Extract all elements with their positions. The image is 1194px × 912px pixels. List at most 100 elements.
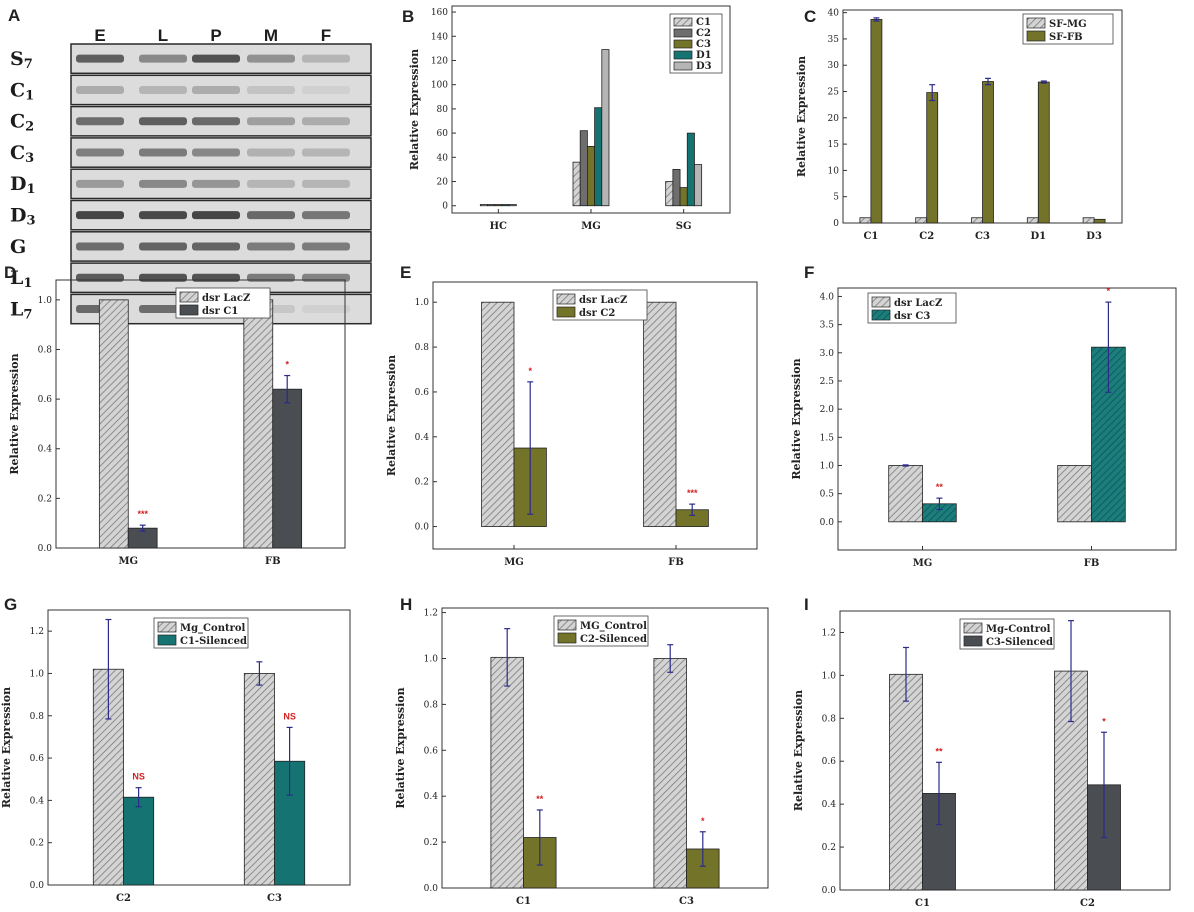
legend-swatch — [179, 304, 199, 316]
y-axis-label: Relative Expression — [385, 355, 398, 476]
gel-band — [302, 148, 350, 157]
x-category-label: C2 — [919, 231, 934, 242]
bar-sf-mg — [859, 217, 872, 224]
x-category-label: FB — [1084, 558, 1100, 569]
bar-c3 — [494, 204, 503, 207]
legend-label: dsr C1 — [202, 306, 238, 317]
bar-d3 — [508, 204, 517, 207]
y-tick-label: 1.2 — [30, 627, 44, 637]
significance-label: ** — [536, 794, 544, 804]
y-tick-label: 80 — [437, 105, 449, 115]
y-tick-label: 0.4 — [30, 796, 45, 806]
legend-label: C2 — [696, 28, 711, 39]
significance-label: * — [1102, 716, 1106, 726]
gel-row-subscript: 1 — [23, 276, 32, 291]
legend-label: C3 — [696, 39, 711, 50]
y-tick-label: 0.8 — [415, 343, 430, 353]
y-tick-label: 0.2 — [424, 838, 438, 848]
x-category-label: C3 — [267, 893, 282, 904]
y-tick-label: 1.0 — [820, 461, 835, 471]
significance-label: NS — [132, 772, 145, 782]
gel-band — [76, 179, 124, 188]
bar-c1 — [479, 204, 488, 207]
x-category-label: C2 — [116, 893, 131, 904]
legend-label: dsr C3 — [894, 311, 930, 322]
bar-mg-control — [653, 658, 687, 889]
y-tick-label: 1.0 — [822, 671, 837, 681]
gel-band — [247, 85, 295, 94]
bar-c3 — [679, 187, 688, 207]
y-tick-label: 0.6 — [424, 746, 439, 756]
y-tick-label: 0.6 — [38, 395, 53, 405]
y-tick-label: 1.2 — [822, 628, 836, 638]
bar-c1 — [572, 161, 581, 207]
y-tick-label: 3.5 — [820, 321, 835, 331]
y-tick-label: 0.0 — [415, 523, 430, 533]
bar-sf-fb — [926, 92, 939, 224]
y-tick-label: 20 — [437, 178, 449, 188]
bar-sf-mg — [1082, 217, 1095, 224]
gel-row-label: D3 — [10, 205, 36, 229]
legend-label: dsr LacZ — [579, 295, 627, 306]
x-category-label: MG — [581, 221, 601, 232]
significance-label: *** — [687, 488, 698, 498]
bar-dsr-c1 — [272, 388, 303, 549]
y-tick-label: 0.8 — [822, 714, 837, 724]
y-tick-label: 0.4 — [38, 445, 53, 455]
significance-label: ** — [935, 746, 943, 756]
y-tick-label: 1.2 — [424, 609, 438, 619]
gel-band — [139, 85, 187, 94]
y-tick-label: 0.6 — [30, 754, 45, 764]
gel-band — [302, 273, 350, 282]
gel-band — [247, 148, 295, 157]
legend-swatch — [557, 632, 577, 644]
panel-h-chart: H 0.0 0.2 0.4 0.6 0.8 1.0 1.2 Relative Expressio… — [394, 595, 769, 907]
legend-box — [175, 287, 271, 319]
legend-swatch — [673, 61, 693, 71]
plot-frame — [47, 609, 351, 886]
gel-band — [192, 242, 240, 251]
panel-g-chart: G 0.0 0.2 0.4 0.6 0.8 1.0 1.2 Relative Expressio… — [0, 595, 351, 904]
y-tick-label: 0.2 — [30, 839, 44, 849]
legend-label: Mg-Control — [986, 624, 1051, 635]
y-tick-label: 40 — [437, 153, 449, 163]
plot-frame — [441, 607, 769, 889]
y-tick-label: 0.8 — [424, 700, 439, 710]
gel-lane-label: F — [321, 26, 331, 45]
panel-letter: G — [4, 595, 17, 614]
y-tick-label: 60 — [437, 129, 449, 139]
bar-d3 — [601, 49, 610, 207]
y-tick-label: 0.6 — [822, 757, 837, 767]
legend-swatch — [871, 309, 891, 321]
panel-letter: I — [804, 595, 809, 614]
bar-c1-silenced — [123, 796, 155, 886]
gel-band — [192, 85, 240, 94]
gel-band — [192, 117, 240, 126]
gel-band — [302, 179, 350, 188]
x-category-label: C1 — [915, 898, 930, 909]
y-tick-label: 2.0 — [820, 405, 835, 415]
legend-label: MG_Control — [580, 621, 647, 632]
legend-label: C1 — [696, 17, 711, 28]
gel-band — [192, 54, 240, 63]
gel-band — [247, 54, 295, 63]
significance-label: * — [701, 816, 705, 826]
y-tick-label: 0.8 — [38, 345, 53, 355]
legend-swatch — [1026, 30, 1046, 42]
legend-label: C1-Silenced — [180, 636, 247, 647]
gel-band — [76, 211, 124, 220]
bar-sf-fb — [1037, 81, 1050, 224]
legend-swatch — [179, 291, 199, 303]
y-tick-label: 0.2 — [822, 843, 836, 853]
bar-dsr-lacz — [1057, 465, 1092, 523]
x-category-label: D3 — [1086, 231, 1102, 242]
bar-sf-fb — [870, 19, 883, 224]
plot-frame — [839, 610, 1171, 891]
legend-swatch — [963, 622, 983, 634]
x-category-label: MG — [913, 558, 933, 569]
legend-label: dsr LacZ — [202, 293, 250, 304]
gel-band — [302, 117, 350, 126]
bar-mg-control — [243, 673, 275, 886]
